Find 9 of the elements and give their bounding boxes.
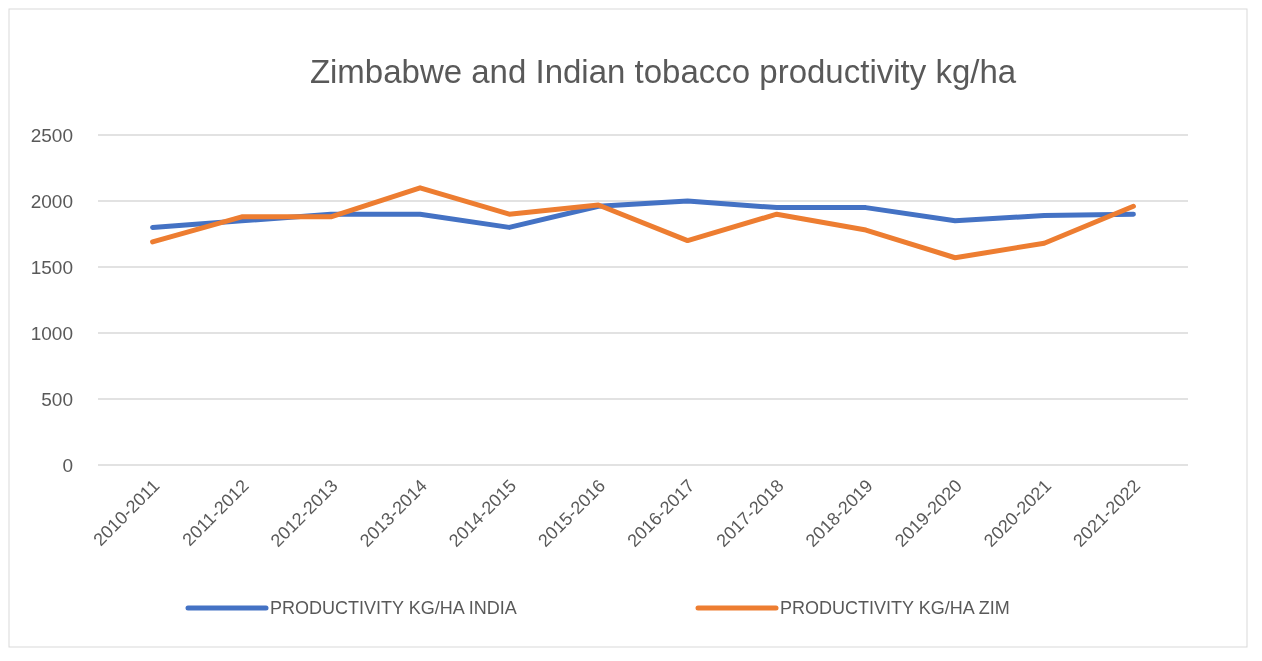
y-tick-label: 1000 — [30, 322, 73, 344]
y-tick-label: 1500 — [30, 256, 73, 278]
y-tick-label: 500 — [41, 388, 73, 410]
legend-label: PRODUCTIVITY KG/HA ZIM — [780, 598, 1010, 619]
y-tick-label: 0 — [62, 454, 73, 476]
y-tick-label: 2500 — [30, 124, 73, 146]
y-tick-label: 2000 — [30, 190, 73, 212]
chart-title: Zimbabwe and Indian tobacco productivity kg/ha — [309, 53, 1017, 90]
legend-label: PRODUCTIVITY KG/HA INDIA — [270, 598, 517, 619]
